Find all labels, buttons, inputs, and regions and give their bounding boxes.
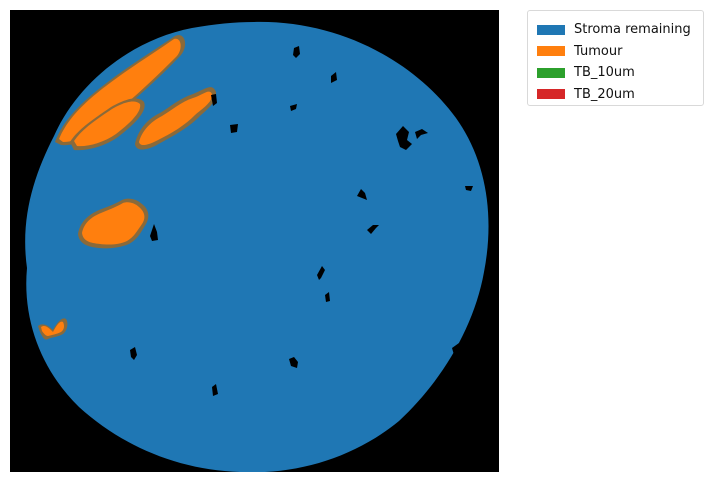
legend-item-stroma: Stroma remaining xyxy=(537,19,695,41)
legend-swatch-tb-10um xyxy=(537,68,565,78)
legend-swatch-tumour xyxy=(537,46,565,56)
legend-item-tb-10um: TB_10um xyxy=(537,62,695,84)
legend-swatch-stroma xyxy=(537,25,565,35)
legend-item-tumour: Tumour xyxy=(537,41,695,63)
legend-item-tb-20um: TB_20um xyxy=(537,84,695,106)
hole xyxy=(230,124,238,133)
legend-label-tumour: Tumour xyxy=(574,45,622,58)
tissue-core-image xyxy=(10,10,499,472)
tissue-mask-svg xyxy=(10,10,499,472)
legend-swatch-tb-20um xyxy=(537,89,565,99)
legend-label-stroma: Stroma remaining xyxy=(574,23,691,36)
legend: Stroma remaining Tumour TB_10um TB_20um xyxy=(527,10,704,106)
legend-label-tb-10um: TB_10um xyxy=(574,66,635,79)
legend-label-tb-20um: TB_20um xyxy=(574,88,635,101)
